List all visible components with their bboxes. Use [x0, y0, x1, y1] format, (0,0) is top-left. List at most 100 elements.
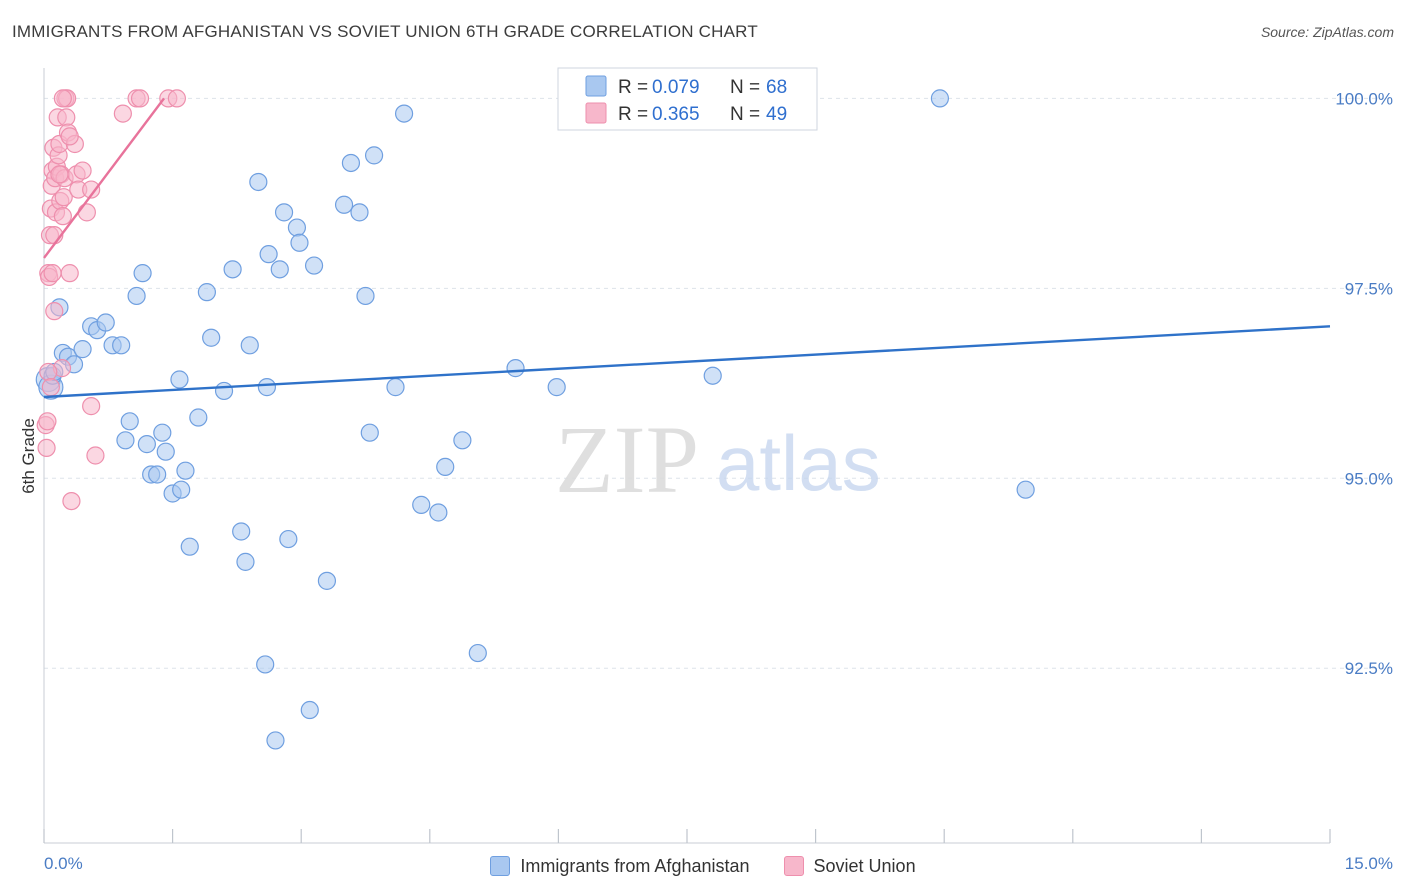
point-soviet-48 [60, 127, 79, 146]
point-afghanistan-64 [703, 366, 722, 385]
legend-label-soviet: Soviet Union [813, 855, 916, 876]
point-afghanistan-40 [266, 731, 285, 750]
point-afghanistan-52 [356, 286, 375, 306]
point-afghanistan-50 [341, 153, 361, 173]
point-afghanistan-29 [197, 283, 216, 302]
point-afghanistan-24 [170, 370, 189, 389]
chart-title: IMMIGRANTS FROM AFGHANISTAN VS SOVIET UN… [12, 22, 758, 41]
legend-r-value-1: 0.079 [652, 77, 700, 98]
stats-legend: R = 0.079 N = 68 R = 0.365 N = 49 [557, 67, 818, 131]
point-soviet-47 [53, 89, 72, 108]
legend-n-label-2: N = [730, 104, 760, 125]
point-afghanistan-56 [412, 495, 431, 514]
point-afghanistan-46 [300, 700, 319, 720]
point-afghanistan-37 [257, 378, 277, 397]
point-afghanistan-53 [360, 423, 379, 442]
point-soviet-46 [50, 165, 69, 184]
point-afghanistan-18 [116, 431, 135, 450]
point-afghanistan-11 [96, 313, 115, 332]
legend-n-label-1: N = [730, 77, 760, 98]
legend-r-label-1: R = [618, 77, 648, 98]
point-afghanistan-66 [1016, 480, 1035, 499]
point-afghanistan-36 [249, 172, 268, 192]
point-afghanistan-55 [386, 378, 405, 397]
point-afghanistan-15 [133, 264, 152, 283]
point-afghanistan-38 [256, 655, 275, 674]
y-tick-label-0: 92.5% [1345, 659, 1393, 678]
trend-lines [43, 97, 1331, 399]
legend-swatch-afghanistan [490, 856, 511, 876]
point-soviet-34 [82, 180, 101, 199]
point-soviet-43 [41, 378, 60, 397]
y-tick-label-3: 100.0% [1335, 89, 1393, 108]
x-tick-label-min: 0.0% [44, 854, 83, 873]
watermark-atlas: atlas [716, 419, 881, 507]
point-afghanistan-35 [240, 336, 259, 355]
point-soviet-37 [113, 104, 132, 123]
legend-label-afghanistan: Immigrants from Afghanistan [520, 855, 750, 876]
point-soviet-20 [53, 207, 72, 226]
point-soviet-33 [77, 203, 96, 222]
legend-r-value-2: 0.365 [652, 104, 700, 125]
watermark-zip: ZIP [555, 406, 699, 513]
legend-n-value-2: 49 [766, 104, 787, 125]
point-afghanistan-65 [930, 89, 950, 108]
point-afghanistan-33 [232, 522, 251, 541]
trend-line-afghanistan [43, 325, 1331, 399]
point-afghanistan-60 [468, 643, 487, 663]
point-afghanistan-42 [274, 203, 294, 222]
y-tick-label-2: 97.5% [1345, 279, 1393, 298]
x-tick-label-max: 15.0% [1345, 854, 1393, 873]
point-afghanistan-28 [189, 408, 208, 427]
point-afghanistan-25 [172, 480, 191, 499]
point-afghanistan-39 [259, 245, 278, 264]
point-afghanistan-51 [350, 203, 369, 222]
point-afghanistan-34 [236, 552, 255, 571]
legend-r-label-2: R = [618, 104, 648, 125]
legend-swatch-pink [585, 102, 607, 124]
source-label: Source: ZipAtlas.com [1260, 24, 1394, 40]
point-soviet-36 [82, 397, 101, 416]
legend-item-afghanistan: Immigrants from Afghanistan [490, 855, 750, 877]
point-afghanistan-67 [394, 104, 414, 123]
point-soviet-27 [60, 264, 79, 283]
point-afghanistan-45 [290, 233, 309, 252]
point-soviet-35 [86, 446, 105, 465]
y-tick-labels: 92.5% 95.0% 97.5% 100.0% [1335, 89, 1393, 678]
point-soviet-44 [43, 264, 62, 283]
point-afghanistan-20 [148, 465, 167, 484]
legend-swatch-blue [585, 75, 607, 97]
point-afghanistan-57 [429, 503, 448, 522]
series-soviet-points [36, 89, 186, 511]
x-tick-labels: 0.0% 15.0% [44, 854, 1393, 873]
point-soviet-32 [73, 161, 92, 180]
point-soviet-24 [57, 108, 76, 127]
point-afghanistan-44 [287, 218, 307, 237]
point-soviet-42 [39, 362, 58, 382]
point-afghanistan-8 [73, 340, 92, 359]
point-afghanistan-59 [453, 431, 472, 450]
point-soviet-2 [38, 412, 57, 431]
y-axis-label: 6th Grade [19, 418, 38, 494]
point-afghanistan-14 [127, 286, 146, 306]
point-soviet-21 [54, 188, 73, 207]
series-afghanistan-points [35, 89, 1035, 750]
legend-item-soviet: Soviet Union [783, 855, 916, 877]
point-afghanistan-48 [317, 571, 337, 590]
point-afghanistan-61 [506, 359, 525, 378]
point-afghanistan-19 [120, 412, 139, 431]
point-afghanistan-22 [156, 442, 175, 461]
point-soviet-39 [130, 89, 150, 108]
point-afghanistan-31 [214, 381, 234, 401]
point-afghanistan-26 [176, 461, 195, 480]
point-afghanistan-30 [202, 328, 221, 347]
point-afghanistan-27 [180, 537, 199, 556]
point-afghanistan-49 [334, 195, 354, 214]
point-afghanistan-43 [279, 529, 298, 549]
point-afghanistan-13 [112, 336, 131, 355]
point-afghanistan-58 [436, 457, 455, 476]
point-afghanistan-62 [547, 378, 566, 397]
legend-n-value-1: 68 [766, 77, 787, 98]
point-soviet-28 [62, 491, 81, 511]
